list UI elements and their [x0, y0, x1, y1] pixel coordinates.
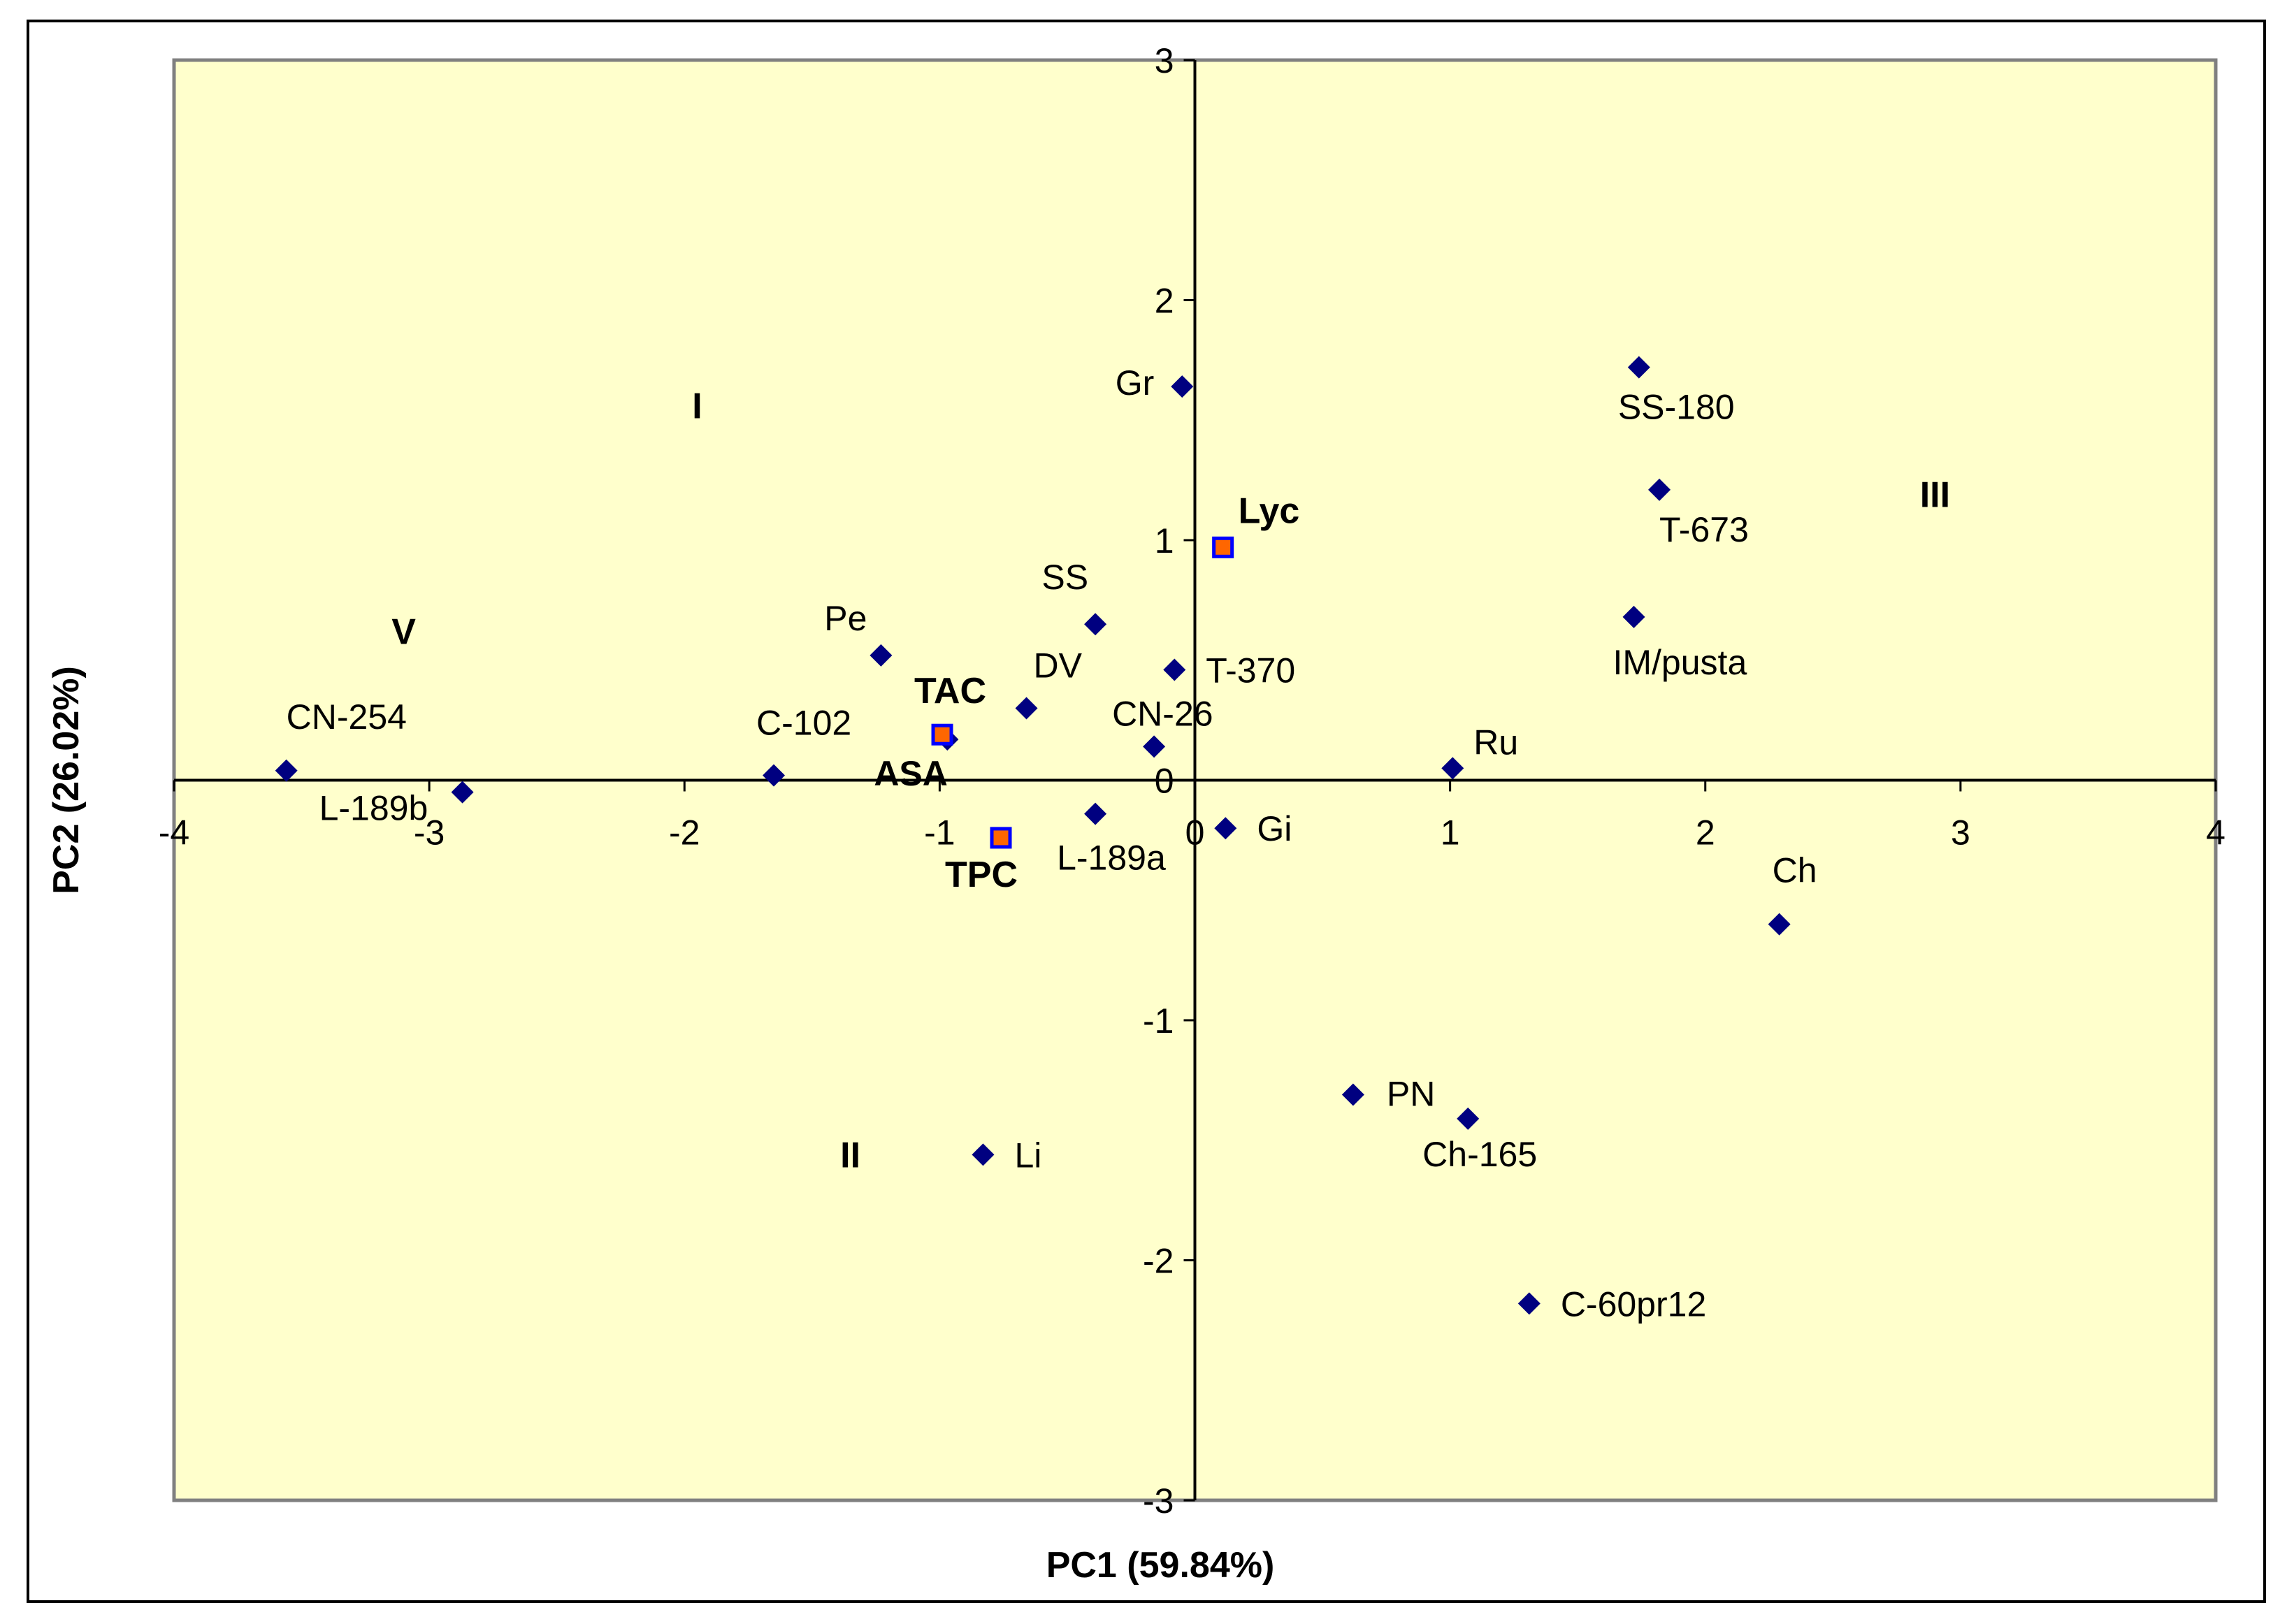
x-tick-label: 3: [1951, 813, 1970, 853]
sample-point-marker: [1441, 757, 1464, 780]
sample-point-label: ASA: [874, 754, 948, 793]
sample-point-marker: [1143, 735, 1166, 758]
sample-point-marker: [1457, 1107, 1480, 1130]
x-tick-label: 0: [1185, 813, 1205, 853]
cluster-annotation: V: [391, 612, 416, 653]
sample-point-label: SS: [1041, 558, 1088, 597]
sample-point-marker: [1648, 478, 1671, 501]
sample-point-label: C-102: [756, 704, 851, 743]
x-tick-label: -1: [924, 813, 955, 853]
variable-point-marker: [990, 827, 1012, 849]
sample-point-marker: [1214, 817, 1237, 840]
sample-point-label: Li: [1014, 1136, 1041, 1175]
sample-point-label: T-370: [1206, 651, 1295, 690]
y-tick-label: 3: [1155, 41, 1174, 80]
sample-point-label: SS-180: [1618, 388, 1735, 427]
sample-point-label: CN-26: [1112, 694, 1213, 733]
sample-point-marker: [1517, 1292, 1541, 1315]
sample-point-marker: [275, 759, 298, 782]
variable-point-marker: [931, 723, 953, 746]
x-tick-label: 1: [1441, 813, 1460, 853]
sample-point-label: Ch-165: [1422, 1135, 1537, 1174]
variable-point-label: Lyc: [1239, 491, 1300, 531]
sample-point-label: L-189a: [1057, 839, 1166, 878]
sample-point-marker: [451, 781, 474, 804]
y-tick-label: 2: [1155, 282, 1174, 321]
sample-point-label: C-60pr12: [1561, 1284, 1706, 1324]
sample-point-marker: [1015, 697, 1038, 720]
x-tick-label: -2: [669, 813, 700, 853]
y-tick-label: -1: [1143, 1001, 1174, 1041]
cluster-annotation: II: [840, 1135, 860, 1175]
sample-point-marker: [972, 1143, 995, 1166]
sample-point-label: Ch: [1773, 851, 1817, 890]
y-tick-label: 0: [1155, 762, 1174, 801]
sample-point-marker: [1084, 613, 1107, 636]
sample-point-label: CN-254: [287, 697, 407, 737]
y-axis-title: PC2 (26.02%): [46, 666, 87, 894]
y-tick-label: -3: [1143, 1481, 1174, 1521]
sample-point-label: T-673: [1659, 510, 1749, 549]
x-tick-label: 4: [2206, 813, 2226, 853]
sample-point-marker: [870, 644, 893, 667]
y-tick-label: -2: [1143, 1242, 1174, 1281]
x-axis-title: PC1 (59.84%): [1046, 1545, 1275, 1586]
variable-point-marker: [1212, 536, 1234, 558]
sample-point-label: DV: [1034, 646, 1083, 685]
cluster-annotation: III: [1920, 475, 1950, 516]
x-tick-label: 2: [1696, 813, 1715, 853]
sample-point-marker: [763, 764, 786, 787]
variable-point-label: TPC: [945, 855, 1018, 895]
sample-point-label: IM/pusta: [1613, 643, 1747, 682]
y-tick-label: 1: [1155, 521, 1174, 560]
variable-point-label: TAC: [914, 671, 986, 711]
sample-point-label: L-189b: [319, 789, 428, 828]
sample-point-marker: [1163, 658, 1186, 681]
x-tick-label: -4: [159, 813, 189, 853]
sample-point-label: PN: [1387, 1074, 1435, 1113]
sample-point-marker: [1341, 1083, 1364, 1106]
sample-point-marker: [1171, 375, 1194, 398]
sample-point-label: Ru: [1473, 723, 1518, 762]
sample-point-marker: [1084, 802, 1107, 825]
sample-point-marker: [1622, 605, 1645, 628]
sample-point-marker: [1627, 356, 1650, 379]
x-tick-label: -3: [414, 813, 445, 853]
sample-point-label: Gr: [1116, 363, 1155, 403]
cluster-annotation: I: [692, 386, 702, 427]
sample-point-marker: [1768, 913, 1791, 936]
sample-point-label: Pe: [824, 599, 867, 638]
sample-point-label: Gi: [1257, 809, 1292, 848]
